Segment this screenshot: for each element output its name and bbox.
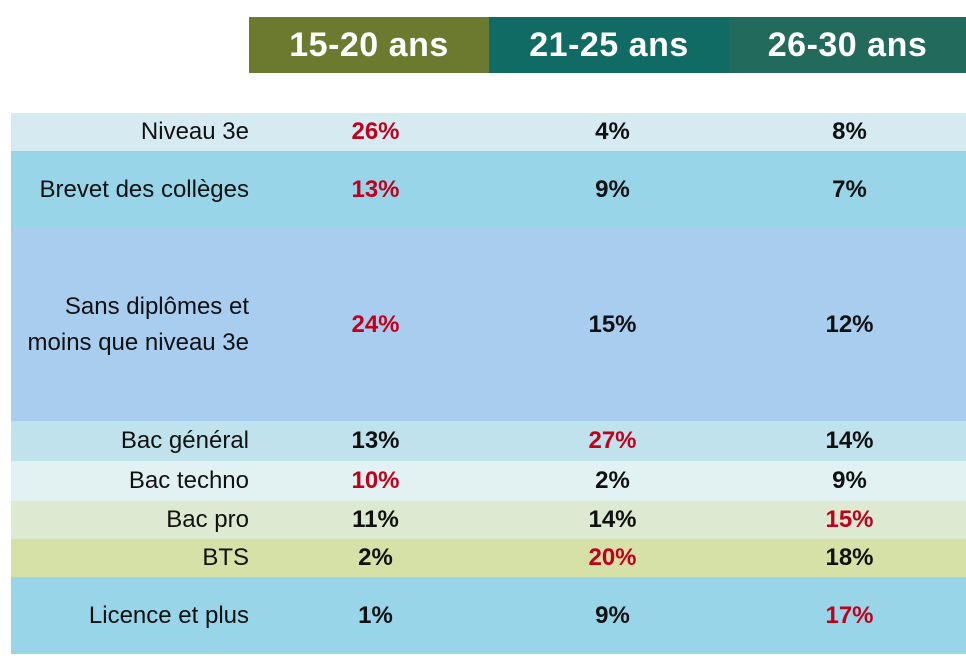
table-row: Bac pro 11% 14% 15% bbox=[11, 501, 966, 539]
table-row: Niveau 3e 26% 4% 8% bbox=[11, 113, 966, 151]
cell-value: 9% bbox=[832, 467, 867, 494]
row-label: Niveau 3e bbox=[140, 118, 249, 145]
cell-value: 1% bbox=[358, 601, 393, 629]
row-label: BTS bbox=[202, 544, 249, 571]
row-label: Bac général bbox=[120, 427, 249, 454]
cell-value: 13% bbox=[351, 427, 400, 454]
column-header-15-20: 15-20 ans bbox=[249, 17, 489, 73]
cell-value: 12% bbox=[825, 310, 874, 338]
cell-value: 8% bbox=[832, 118, 867, 145]
cell-value: 4% bbox=[595, 118, 630, 145]
cell-value: 20% bbox=[588, 544, 637, 571]
cell-value: 14% bbox=[825, 427, 874, 454]
table-row: Sans diplômes et moins que niveau 3e 24%… bbox=[11, 228, 966, 421]
table-row: BTS 2% 20% 18% bbox=[11, 539, 966, 577]
cell-value: 18% bbox=[825, 544, 874, 571]
cell-value: 10% bbox=[351, 467, 400, 494]
column-header-26-30: 26-30 ans bbox=[729, 17, 966, 73]
cell-value: 17% bbox=[825, 601, 874, 629]
education-table: Niveau 3e 26% 4% 8% Brevet des collèges … bbox=[11, 113, 966, 654]
cell-value: 14% bbox=[588, 506, 637, 533]
cell-value: 7% bbox=[832, 175, 867, 203]
column-header-21-25: 21-25 ans bbox=[489, 17, 729, 73]
table-row: Licence et plus 1% 9% 17% bbox=[11, 577, 966, 654]
row-label: Licence et plus bbox=[88, 601, 249, 629]
row-label: Bac techno bbox=[128, 467, 249, 494]
cell-value: 26% bbox=[351, 118, 400, 145]
cell-value: 2% bbox=[358, 544, 393, 571]
cell-value: 9% bbox=[595, 175, 630, 203]
table-row: Brevet des collèges 13% 9% 7% bbox=[11, 151, 966, 228]
table-row: Bac techno 10% 2% 9% bbox=[11, 461, 966, 501]
row-label: Bac pro bbox=[166, 506, 249, 533]
cell-value: 13% bbox=[351, 175, 400, 203]
cell-value: 15% bbox=[825, 506, 874, 533]
cell-value: 2% bbox=[595, 467, 630, 494]
cell-value: 9% bbox=[595, 601, 630, 629]
row-label: Brevet des collèges bbox=[39, 175, 249, 203]
cell-value: 15% bbox=[588, 310, 637, 338]
cell-value: 27% bbox=[588, 427, 637, 454]
row-label: Sans diplômes et moins que niveau 3e bbox=[27, 292, 249, 356]
cell-value: 24% bbox=[351, 310, 400, 338]
cell-value: 11% bbox=[352, 506, 399, 533]
table-row: Bac général 13% 27% 14% bbox=[11, 421, 966, 461]
